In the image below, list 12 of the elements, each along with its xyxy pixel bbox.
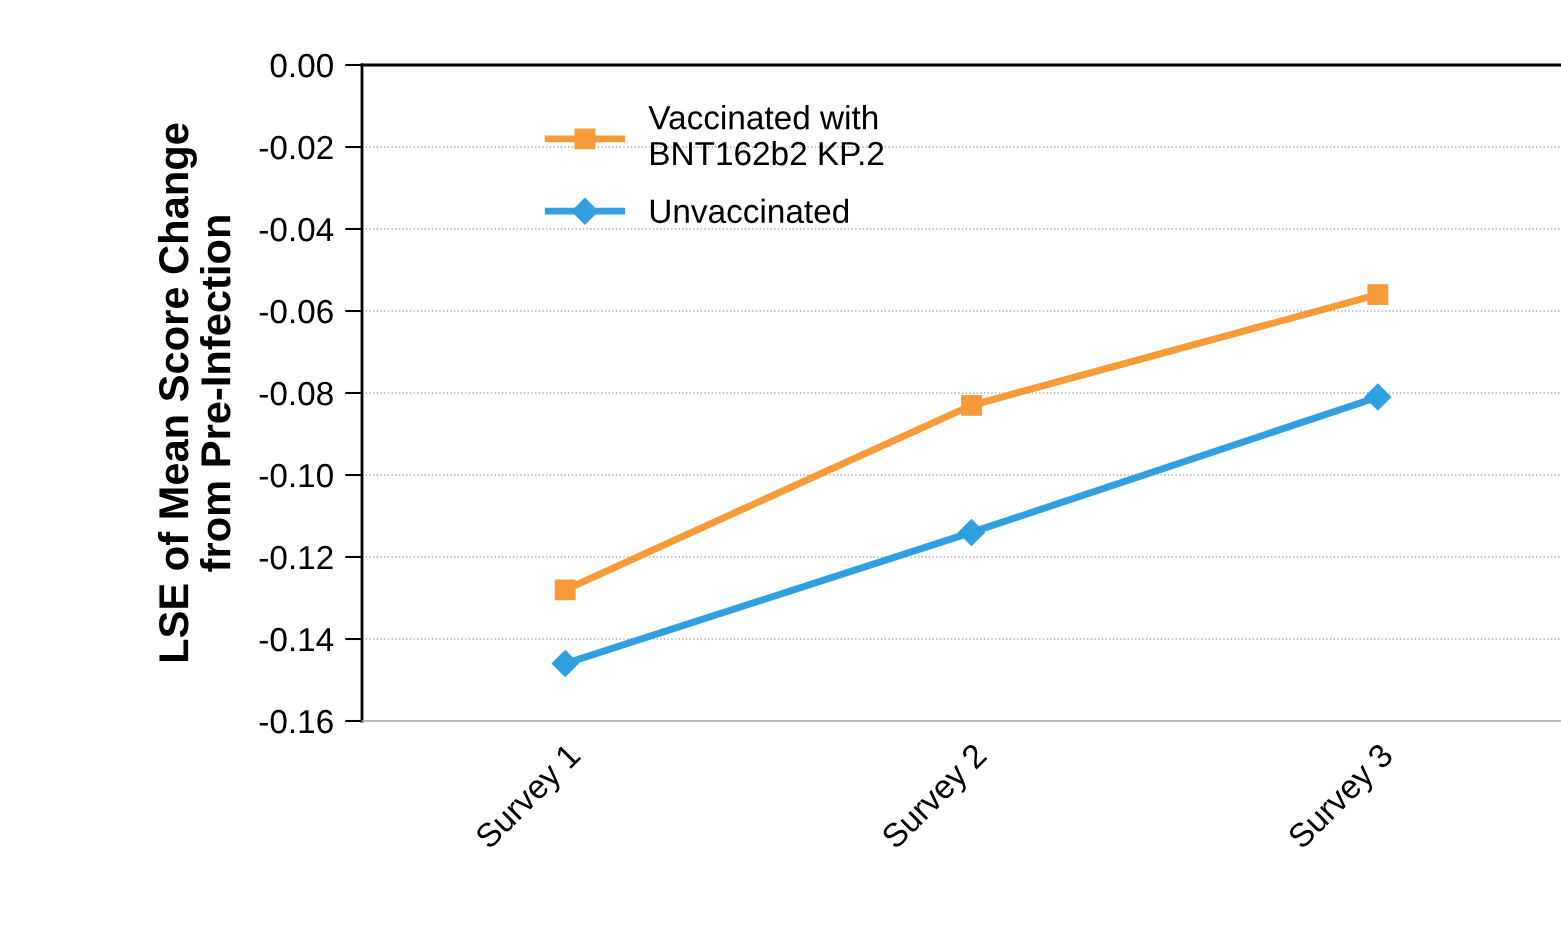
y-tick-label: -0.16 <box>259 709 333 734</box>
y-tick-label: -0.06 <box>259 299 333 324</box>
y-tick-label: -0.02 <box>259 135 333 160</box>
y-axis-title: LSE of Mean Score Change from Pre-Infection <box>157 123 231 662</box>
legend-label: Vaccinated with BNT162b2 KP.2 <box>648 105 884 166</box>
y-tick-label: -0.14 <box>259 627 334 652</box>
legend-label: Unvaccinated <box>650 198 849 224</box>
y-tick-label: -0.08 <box>259 381 333 406</box>
y-tick-label: 0.00 <box>270 53 333 78</box>
y-tick-label: -0.12 <box>259 545 333 570</box>
y-tick-label: -0.10 <box>259 463 333 488</box>
y-tick-label: -0.04 <box>259 217 334 242</box>
